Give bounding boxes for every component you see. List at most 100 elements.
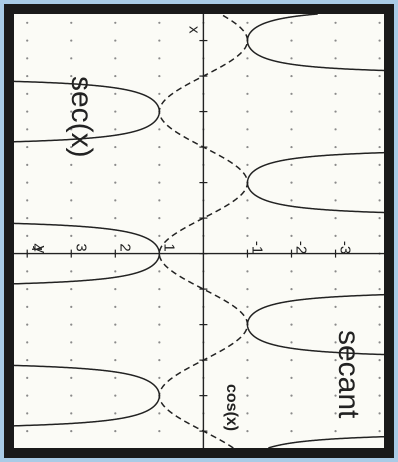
y-tick-label: 4 xyxy=(28,243,45,251)
grid-dot xyxy=(334,234,337,237)
grid-dot xyxy=(334,288,337,291)
grid-dot xyxy=(378,145,381,149)
grid-dot xyxy=(378,110,381,113)
grid-dot xyxy=(246,216,249,220)
grid-dot xyxy=(114,21,117,24)
grid-dot xyxy=(158,145,161,149)
grid-dot xyxy=(158,323,161,326)
grid-dot xyxy=(114,163,117,166)
grid-dot xyxy=(26,323,29,326)
grid-dot xyxy=(246,430,249,433)
grid-dot xyxy=(70,412,73,415)
grid-dot xyxy=(378,430,381,433)
grid-dot xyxy=(26,145,29,149)
grid-dot xyxy=(70,430,73,433)
grid-dot xyxy=(290,128,293,131)
grid-dot xyxy=(158,430,161,433)
grid-dot xyxy=(70,359,73,362)
grid-dot xyxy=(114,39,117,42)
annotation-sec-x: sec(x) xyxy=(65,76,98,158)
grid-dot xyxy=(290,145,293,149)
grid-dot xyxy=(290,234,293,237)
grid-dot xyxy=(290,57,293,60)
grid-dot xyxy=(378,92,381,95)
grid-dot xyxy=(26,128,29,131)
grid-dot xyxy=(70,145,73,149)
grid-dot xyxy=(70,376,73,379)
grid-dot xyxy=(158,412,161,415)
grid-dot xyxy=(26,39,29,42)
grid-dot xyxy=(26,270,29,273)
grid-dot xyxy=(334,376,337,379)
grid-dot xyxy=(114,145,117,149)
grid-dot xyxy=(158,234,161,237)
grid-dot xyxy=(290,39,293,42)
grid-dot xyxy=(246,21,249,24)
grid-dot xyxy=(334,199,337,202)
grid-dot xyxy=(114,110,117,113)
grid-dot xyxy=(378,234,381,237)
grid-dot xyxy=(114,181,117,184)
grid-dot xyxy=(378,181,381,184)
y-tick-label: 2 xyxy=(116,243,133,251)
grid-dot xyxy=(70,394,73,397)
grid-dot xyxy=(70,305,73,308)
grid-dot xyxy=(26,412,29,415)
annotation-secant: secant xyxy=(332,330,365,419)
grid-dot xyxy=(334,145,337,149)
grid-dot xyxy=(246,359,249,362)
grid-dot xyxy=(246,234,249,237)
chart-frame: x y 4 3 2 1 -1 -2 -3 sec(x) secant cos(x) xyxy=(4,4,394,458)
grid-dot xyxy=(290,288,293,291)
grid-dot xyxy=(70,92,73,95)
grid-dot xyxy=(246,412,249,415)
grid-dot xyxy=(378,199,381,202)
grid-dot xyxy=(114,394,117,397)
grid-dot xyxy=(114,430,117,433)
grid-dot xyxy=(70,181,73,184)
grid-dot xyxy=(378,341,381,344)
grid-dot xyxy=(378,128,381,131)
grid-dot xyxy=(290,92,293,95)
grid-dot xyxy=(246,376,249,379)
grid-dot xyxy=(290,21,293,24)
x-axis-label: x xyxy=(185,26,202,34)
grid-dot xyxy=(290,216,293,220)
grid-dot xyxy=(114,270,117,273)
grid-dot xyxy=(70,216,73,220)
chart-svg: x y 4 3 2 1 -1 -2 -3 sec(x) secant cos(x) xyxy=(14,14,384,448)
grid-dot xyxy=(290,110,293,113)
grid-dot xyxy=(26,394,29,397)
grid-dot xyxy=(246,199,249,202)
grid-dot xyxy=(334,21,337,24)
grid-dot xyxy=(246,145,249,149)
grid-dot xyxy=(334,359,337,362)
grid-dot xyxy=(378,305,381,308)
grid-dot xyxy=(26,110,29,113)
grid-dot xyxy=(70,163,73,166)
grid-dot xyxy=(26,430,29,433)
grid-dot xyxy=(334,430,337,433)
grid-dot xyxy=(26,74,29,78)
grid-dot xyxy=(246,163,249,166)
grid-dot xyxy=(378,39,381,42)
grid-dot xyxy=(26,163,29,166)
grid-dot xyxy=(334,412,337,415)
grid-dot xyxy=(378,57,381,60)
grid-dot xyxy=(334,110,337,113)
grid-dot xyxy=(158,74,161,78)
grid-dot xyxy=(114,288,117,291)
grid-dot xyxy=(158,57,161,60)
grid-dot xyxy=(290,270,293,273)
grid-dot xyxy=(246,270,249,273)
grid-dot xyxy=(334,323,337,326)
grid-dot xyxy=(378,412,381,415)
grid-dot xyxy=(290,376,293,379)
grid-dot xyxy=(246,305,249,308)
grid-dot xyxy=(114,199,117,202)
grid-dot xyxy=(246,110,249,113)
grid-dot xyxy=(246,128,249,131)
grid-dot xyxy=(70,199,73,202)
grid-dot xyxy=(26,376,29,379)
grid-dot xyxy=(70,128,73,131)
